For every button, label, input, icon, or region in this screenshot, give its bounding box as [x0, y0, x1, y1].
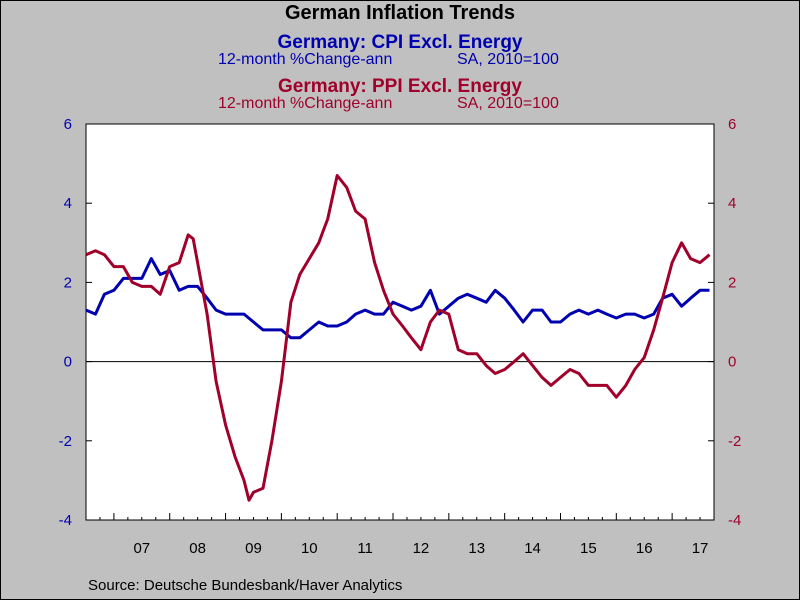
y-tick-label-left: 6	[64, 116, 72, 133]
x-tick-label: 17	[692, 540, 709, 557]
y-tick-label-left: 2	[64, 274, 72, 291]
x-tick-label: 10	[301, 540, 318, 557]
x-tick-label: 09	[245, 540, 262, 557]
series-2-subtitle-right: SA, 2010=100	[457, 95, 559, 112]
source-note: Source: Deutsche Bundesbank/Haver Analyt…	[88, 577, 403, 594]
y-tick-label-right: 0	[728, 354, 736, 371]
x-tick-label: 15	[580, 540, 597, 557]
x-tick-label: 14	[524, 540, 541, 557]
y-tick-label-right: -4	[728, 512, 741, 529]
y-tick-label-right: 4	[728, 195, 736, 212]
x-tick-label: 13	[468, 540, 485, 557]
x-tick-label: 12	[413, 540, 430, 557]
x-tick-label: 07	[133, 540, 150, 557]
series-1-subtitle-right: SA, 2010=100	[457, 51, 559, 68]
series-1-subtitle-left: 12-month %Change-ann	[218, 51, 393, 68]
y-tick-label-left: 4	[64, 195, 72, 212]
y-tick-label-left: -2	[59, 433, 72, 450]
series-line-cpi	[85, 257, 710, 340]
y-tick-label-right: 6	[728, 116, 736, 133]
series-2-subtitle-left: 12-month %Change-ann	[218, 95, 393, 112]
y-tick-label-left: 0	[64, 354, 72, 371]
chart-title: German Inflation Trends	[284, 2, 516, 24]
x-tick-label: 11	[357, 540, 373, 557]
y-tick-label-left: -4	[59, 512, 72, 529]
x-tick-label: 16	[636, 540, 653, 557]
series-1-name: Germany: CPI Excl. Energy	[277, 32, 523, 53]
y-tick-label-right: 2	[728, 274, 736, 291]
x-tick-label: 08	[189, 540, 206, 557]
series-2-name: Germany: PPI Excl. Energy	[278, 76, 522, 97]
series-line-ppi	[85, 174, 711, 502]
y-tick-label-right: -2	[728, 433, 741, 450]
